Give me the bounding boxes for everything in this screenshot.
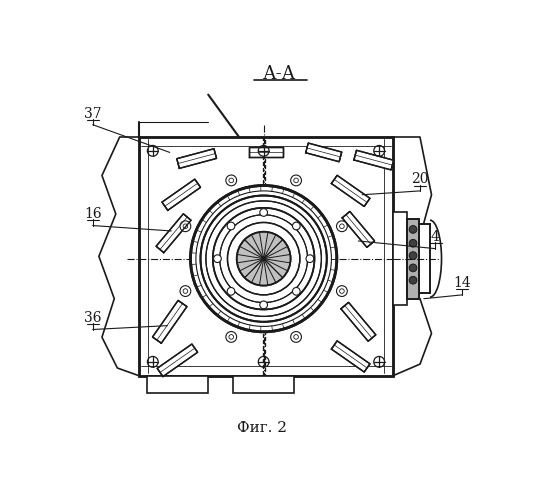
Circle shape — [237, 232, 290, 285]
Bar — [419, 224, 430, 294]
Circle shape — [180, 221, 191, 232]
Circle shape — [260, 301, 268, 308]
Circle shape — [219, 215, 307, 302]
Circle shape — [409, 276, 417, 284]
Text: 36: 36 — [84, 311, 102, 325]
Text: 37: 37 — [84, 107, 102, 121]
Polygon shape — [354, 150, 394, 170]
Text: Фиг. 2: Фиг. 2 — [237, 421, 287, 435]
Circle shape — [226, 332, 236, 342]
Bar — [147, 376, 208, 392]
Bar — [233, 376, 294, 392]
Text: 14: 14 — [453, 276, 471, 290]
Circle shape — [293, 288, 300, 295]
Circle shape — [336, 221, 347, 232]
Circle shape — [260, 208, 268, 216]
Bar — [139, 137, 393, 376]
Circle shape — [206, 201, 322, 316]
Polygon shape — [248, 148, 283, 158]
Circle shape — [180, 286, 191, 296]
Circle shape — [409, 252, 417, 260]
Text: 16: 16 — [84, 207, 102, 221]
Circle shape — [226, 175, 236, 186]
Circle shape — [228, 222, 300, 295]
Text: 4: 4 — [431, 230, 440, 244]
Circle shape — [196, 191, 331, 326]
Circle shape — [213, 208, 314, 310]
Circle shape — [409, 264, 417, 272]
Circle shape — [306, 255, 314, 262]
Circle shape — [290, 332, 301, 342]
Circle shape — [200, 196, 327, 322]
Circle shape — [227, 288, 235, 295]
Circle shape — [290, 175, 301, 186]
Polygon shape — [331, 176, 370, 206]
Polygon shape — [157, 344, 198, 376]
Circle shape — [409, 226, 417, 233]
Polygon shape — [341, 302, 376, 341]
Polygon shape — [342, 212, 375, 248]
Polygon shape — [177, 148, 217, 169]
Circle shape — [191, 186, 337, 332]
Polygon shape — [156, 214, 191, 252]
Polygon shape — [306, 143, 342, 162]
Bar — [407, 218, 419, 298]
Circle shape — [227, 222, 235, 230]
Circle shape — [409, 240, 417, 247]
Bar — [139, 137, 393, 376]
Circle shape — [293, 222, 300, 230]
Bar — [419, 224, 430, 294]
Text: 20: 20 — [411, 172, 429, 186]
Bar — [393, 212, 407, 305]
Bar — [407, 218, 419, 298]
Text: А-А: А-А — [263, 65, 296, 83]
Circle shape — [336, 286, 347, 296]
Polygon shape — [162, 179, 200, 210]
Polygon shape — [331, 341, 370, 372]
Circle shape — [213, 255, 221, 262]
Polygon shape — [152, 300, 187, 343]
